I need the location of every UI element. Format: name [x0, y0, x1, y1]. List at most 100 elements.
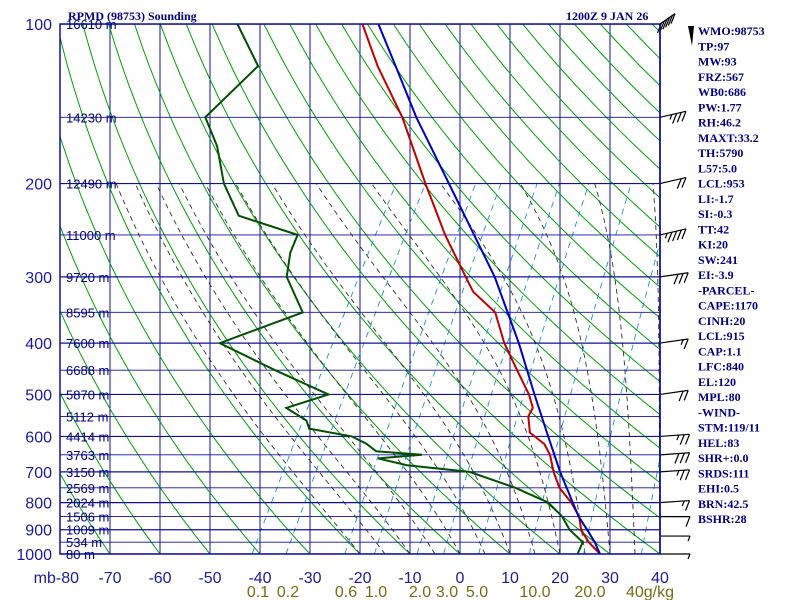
wind-barb: [659, 272, 689, 285]
temperature-tick-label: 20: [551, 570, 569, 587]
wind-barb: [660, 535, 691, 542]
index-label: MW:93: [698, 55, 737, 69]
index-label: MAXT:33.2: [698, 131, 759, 145]
index-label: TP:97: [698, 39, 729, 53]
parcel-curve: [377, 24, 601, 554]
mixing-ratio-line: [583, 240, 660, 554]
wind-barb: [659, 499, 691, 511]
height-label: 5870 m: [66, 387, 109, 402]
moist-adiabat: [315, 183, 536, 554]
wind-barb: [659, 228, 687, 243]
index-label: CAPE:1170: [698, 299, 758, 313]
index-label: L57:5.0: [698, 161, 737, 175]
pressure-tick-label: 100: [25, 17, 52, 34]
index-label: EL:120: [698, 375, 736, 389]
index-label: EI:-3.9: [698, 268, 734, 282]
plot-frame: [59, 23, 661, 555]
temperature-tick-label: 0: [456, 570, 465, 587]
height-label: 80 m: [66, 547, 95, 562]
height-label: 5112 m: [66, 409, 108, 424]
pressure-tick-label: 700: [25, 465, 52, 482]
height-label: 534 m: [66, 535, 102, 550]
wind-barb: [659, 110, 687, 124]
index-label: LCL:953: [698, 177, 745, 191]
index-label: WMO:98753: [698, 24, 765, 38]
temperature-tick-label: 10: [501, 570, 519, 587]
index-label: LI:-1.7: [698, 192, 734, 206]
mixing-ratio-label: 0.2: [277, 584, 299, 600]
wind-flag: [688, 26, 694, 46]
index-label: RH:46.2: [698, 116, 741, 130]
height-label: 16610 m: [66, 17, 117, 32]
temperature-tick-label: 40: [651, 570, 669, 587]
temperature-tick-label: -30: [298, 570, 321, 587]
height-label: 4414 m: [66, 429, 109, 444]
index-label: TH:5790: [698, 146, 743, 160]
height-label: 12490 m: [66, 177, 117, 192]
temperature-tick-label: -10: [398, 570, 421, 587]
moist-adiabat: [204, 183, 461, 554]
pressure-tick-label: 600: [25, 429, 52, 446]
height-label: 9720 m: [66, 270, 109, 285]
mixing-ratio-label: 10.0: [519, 584, 550, 600]
mixing-ratio-label: 1.0: [365, 584, 387, 600]
mixing-ratio-label: 20.0: [574, 584, 605, 600]
index-label: SRDS:111: [698, 466, 749, 480]
height-label: 1009 m: [66, 523, 109, 538]
index-label: KI:20: [698, 238, 728, 252]
index-label: EHI:0.5: [698, 482, 739, 496]
wind-barb: [659, 176, 687, 189]
temperature-tick-label: -70: [98, 570, 121, 587]
height-label: 3763 m: [66, 448, 109, 463]
mixing-ratio-label: 5.0: [466, 584, 488, 600]
profile-curves: [204, 24, 601, 554]
moist-adiabat: [134, 183, 386, 554]
mixing-ratio-line: [640, 456, 660, 554]
index-label: PW:1.77: [698, 100, 742, 114]
chart-title: RPMD (98753) Sounding: [68, 9, 197, 23]
index-label: SHR+:0.0: [698, 451, 749, 465]
index-label: FRZ:567: [698, 70, 744, 84]
mixing-ratio-label: 2.0: [409, 584, 431, 600]
pressure-tick-label: 500: [25, 387, 52, 404]
wind-barb: [660, 515, 691, 527]
height-label: 11000 m: [66, 228, 116, 243]
height-label: 1506 m: [66, 510, 109, 525]
temperature-tick-label: mb-80: [34, 570, 79, 587]
wind-barb: [660, 553, 691, 560]
index-label: -WIND-: [698, 405, 740, 419]
index-label: STM:119/11: [698, 421, 760, 435]
index-label: LCL:915: [698, 329, 745, 343]
pressure-tick-label: 800: [25, 496, 52, 513]
height-label: 2024 m: [66, 496, 109, 511]
index-label: SI:-0.3: [698, 207, 732, 221]
wind-barb: [659, 469, 691, 481]
height-label: 8595 m: [66, 305, 109, 320]
moist-adiabat: [271, 183, 511, 554]
index-label: HEL:83: [698, 436, 739, 450]
height-label: 2569 m: [66, 481, 109, 496]
index-label: BSHR:28: [698, 512, 747, 526]
pressure-tick-label: 400: [25, 336, 52, 353]
index-label: MPL:80: [698, 390, 741, 404]
index-label: WB0:686: [698, 85, 746, 99]
pressure-tick-label: 200: [25, 177, 52, 194]
temperature-tick-label: 30: [601, 570, 619, 587]
moist-adiabat: [155, 183, 411, 554]
mixing-ratio-label: 3.0: [436, 584, 458, 600]
index-label: LFC:840: [698, 360, 744, 374]
wind-barb: [659, 452, 691, 464]
mixing-ratio-label: 0.1: [247, 584, 269, 600]
temperature-tick-label: -60: [148, 570, 171, 587]
height-label: 3150 m: [66, 465, 109, 480]
index-label: -PARCEL-: [698, 283, 754, 297]
dewpoint-curve: [204, 24, 585, 554]
index-label: CINH:20: [698, 314, 745, 328]
valid-time: 1200Z 9 JAN 26: [566, 9, 648, 23]
wind-barb: [659, 338, 689, 350]
index-label: SW:241: [698, 253, 738, 267]
wind-barb: [659, 389, 689, 402]
height-label: 14230 m: [66, 110, 117, 125]
index-label: TT:42: [698, 222, 729, 236]
temperature-tick-label: -40: [248, 570, 271, 587]
